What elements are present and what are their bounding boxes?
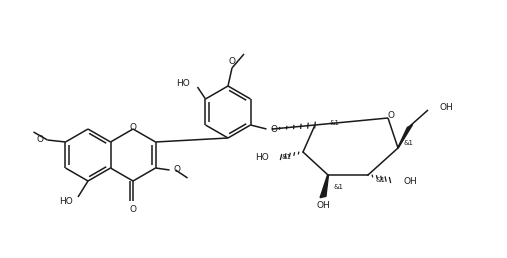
Text: HO: HO <box>255 154 269 163</box>
Polygon shape <box>320 175 329 198</box>
Text: O: O <box>37 135 44 144</box>
Text: &1: &1 <box>330 120 340 126</box>
Text: OH: OH <box>316 200 330 209</box>
Text: O: O <box>271 125 277 133</box>
Text: O: O <box>229 58 235 67</box>
Text: O: O <box>173 165 180 174</box>
Text: OH: OH <box>440 102 454 111</box>
Text: HO: HO <box>59 197 73 206</box>
Text: &1: &1 <box>403 140 413 146</box>
Text: &1: &1 <box>333 184 343 190</box>
Text: OH: OH <box>404 176 418 186</box>
Text: &1: &1 <box>281 154 291 160</box>
Text: &1: &1 <box>376 177 386 183</box>
Text: O: O <box>129 205 136 214</box>
Text: O: O <box>387 110 394 119</box>
Text: O: O <box>129 124 136 133</box>
Polygon shape <box>397 125 413 148</box>
Text: HO: HO <box>176 78 190 87</box>
